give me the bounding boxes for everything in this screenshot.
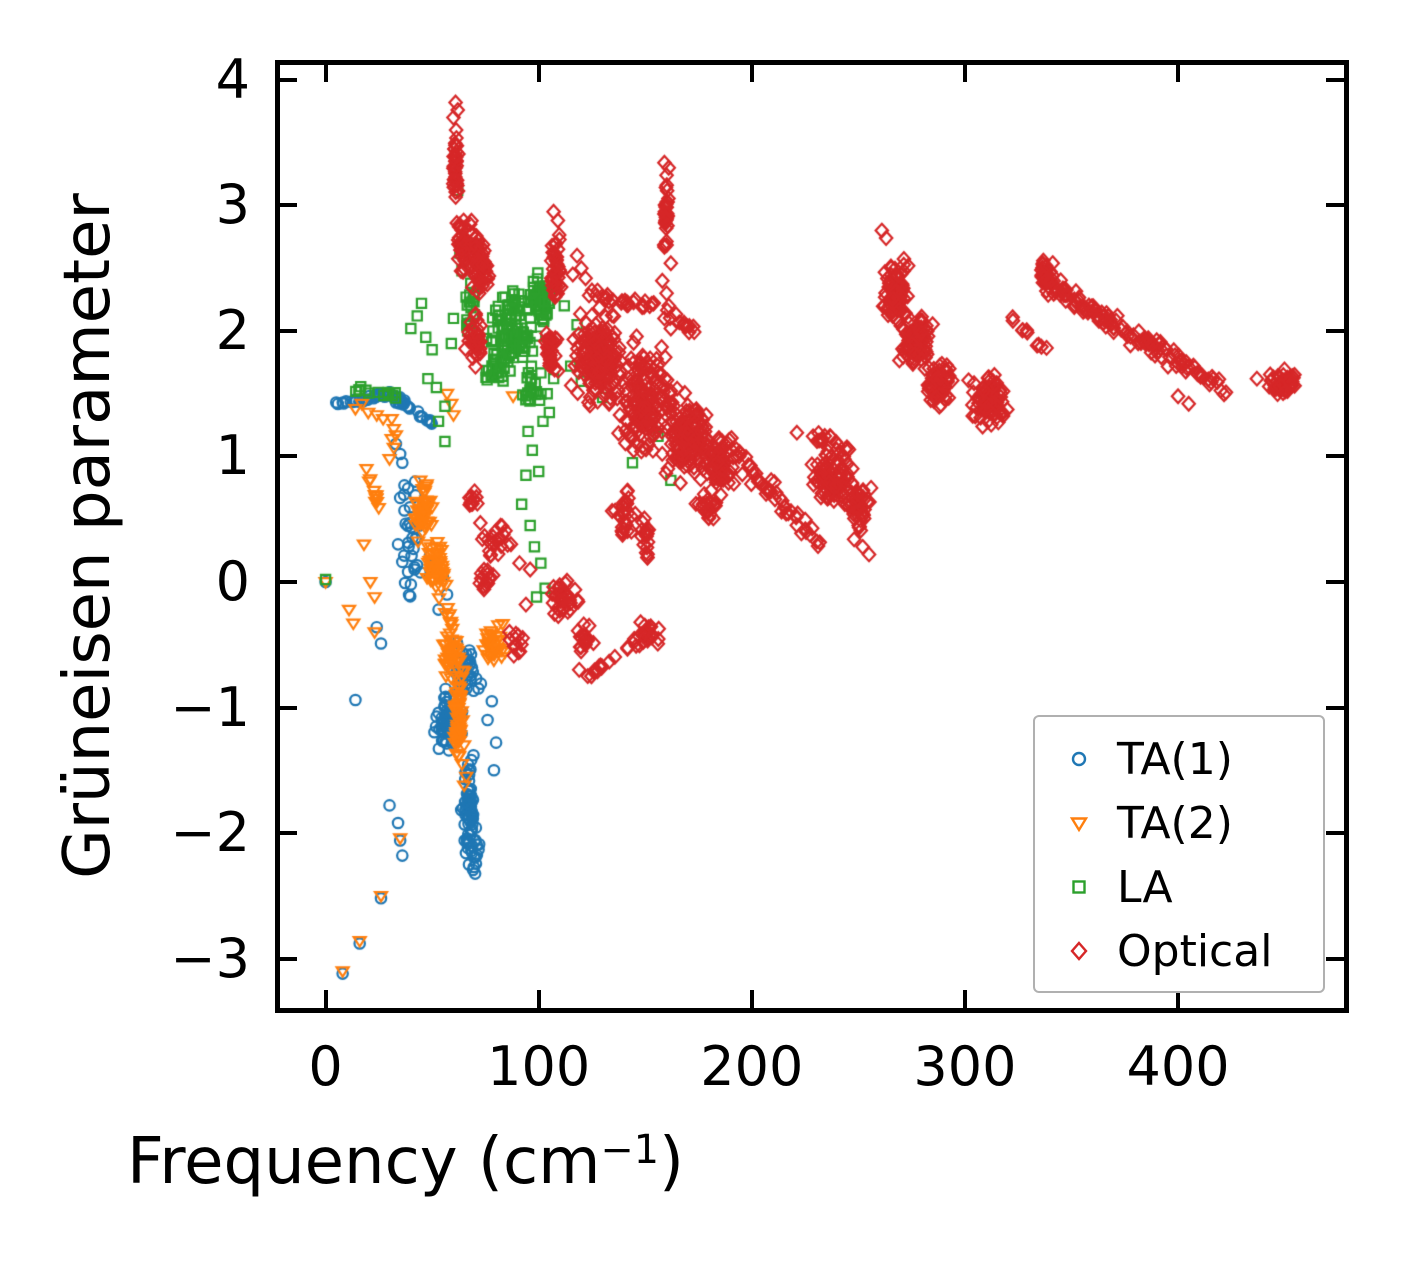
legend-label: LA [1117, 861, 1173, 913]
x-tick-label: 200 [700, 1035, 804, 1098]
diamond-marker-icon [1051, 929, 1107, 973]
tick-mark [962, 64, 967, 82]
tick-mark [323, 990, 328, 1008]
x-axis-label: Frequency (cm−1) [0, 1125, 1217, 1199]
x-axis-label-suffix: ) [658, 1125, 684, 1199]
tick-mark [279, 454, 297, 459]
tick-mark [1326, 454, 1344, 459]
tick-mark [536, 64, 541, 82]
legend-item-optical: Optical [1035, 919, 1323, 983]
tick-mark [279, 580, 297, 584]
legend-item-la: LA [1035, 855, 1323, 919]
tick-mark [1326, 956, 1344, 961]
square-marker-icon [1051, 865, 1107, 909]
y-tick-label: 0 [215, 550, 250, 613]
tick-mark [749, 64, 754, 82]
y-tick-label: 4 [215, 47, 250, 111]
x-axis-label-text: Frequency (cm [127, 1125, 601, 1199]
triangle-down-marker-icon [1051, 801, 1107, 845]
legend-label: TA(2) [1117, 797, 1233, 849]
tick-mark [279, 203, 297, 208]
legend: TA(1) TA(2) LA Optical [1033, 715, 1325, 993]
tick-mark [279, 956, 297, 961]
tick-mark [279, 328, 297, 333]
tick-mark [279, 77, 297, 82]
y-tick-label: 1 [215, 424, 250, 488]
circle-marker-icon [1051, 737, 1107, 781]
tick-mark [279, 705, 297, 710]
legend-label: Optical [1117, 925, 1273, 977]
y-tick-label: −3 [170, 926, 250, 990]
x-tick-label: 300 [913, 1035, 1017, 1098]
tick-mark [1326, 328, 1344, 333]
tick-mark [323, 64, 328, 82]
y-tick-label: −1 [170, 675, 250, 739]
y-axis-label: Grüneisen parameter [51, 193, 125, 879]
tick-mark [1176, 990, 1181, 1008]
tick-mark [1176, 64, 1181, 82]
y-tick-label: 2 [215, 298, 250, 362]
x-tick-label: 100 [487, 1035, 591, 1098]
x-tick-label: 0 [308, 1035, 343, 1098]
tick-mark [1326, 831, 1344, 836]
x-axis-label-superscript: −1 [600, 1127, 659, 1174]
legend-label: TA(1) [1117, 733, 1233, 785]
tick-mark [279, 831, 297, 836]
legend-item-ta1: TA(1) [1035, 727, 1323, 791]
y-tick-label: −2 [170, 801, 250, 865]
x-tick-label: 400 [1126, 1035, 1230, 1098]
tick-mark [1326, 580, 1344, 584]
tick-mark [536, 990, 541, 1008]
tick-mark [1326, 203, 1344, 208]
tick-mark [1326, 77, 1344, 82]
tick-mark [1326, 705, 1344, 710]
tick-mark [749, 990, 754, 1008]
legend-item-ta2: TA(2) [1035, 791, 1323, 855]
tick-mark [962, 990, 967, 1008]
y-tick-label: 3 [215, 173, 250, 237]
